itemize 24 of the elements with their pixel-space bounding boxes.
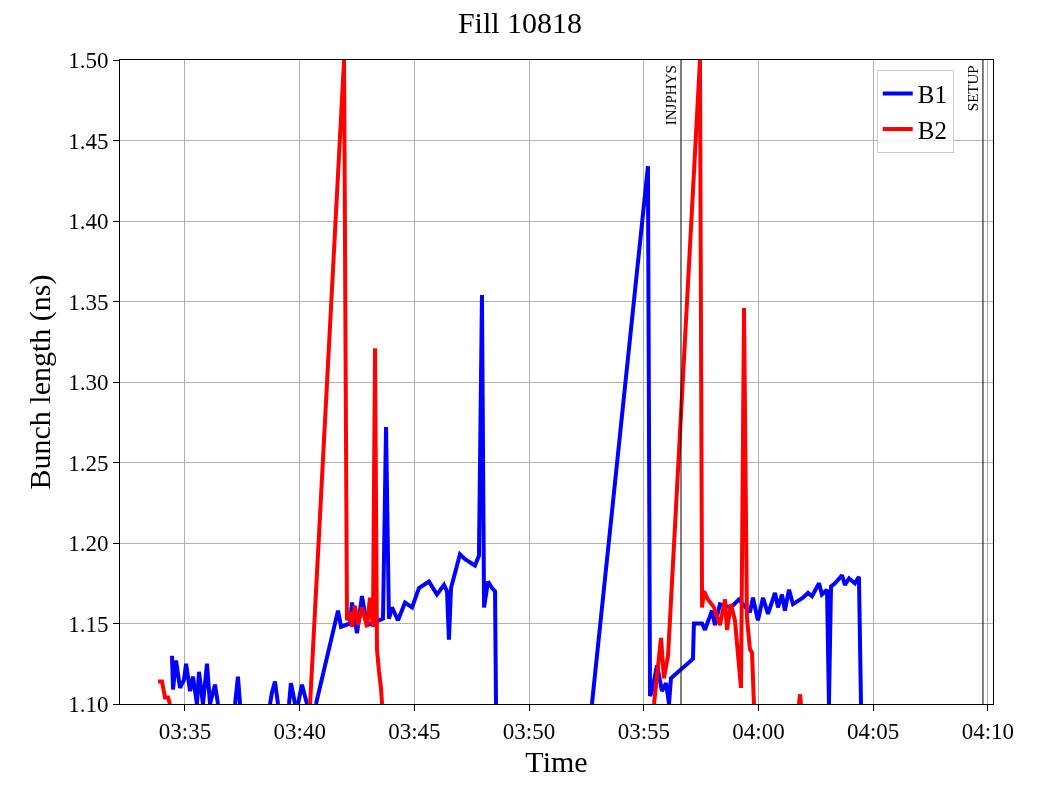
x-tick-label: 04:00 <box>732 718 785 744</box>
y-tick-label: 1.20 <box>68 531 109 557</box>
y-tick-label: 1.35 <box>68 289 109 315</box>
x-tick-label: 03:35 <box>158 718 212 744</box>
x-tick-label: 03:40 <box>273 718 326 744</box>
x-tick-label: 03:50 <box>502 718 556 744</box>
legend-label: B1 <box>917 81 947 109</box>
legend-label: B2 <box>917 116 947 144</box>
y-tick-label: 1.25 <box>68 450 109 476</box>
x-axis-title: Time <box>525 745 588 779</box>
y-axis-title: Bunch length (ns) <box>23 274 58 490</box>
y-tick-label: 1.50 <box>68 48 109 74</box>
x-tick-label: 03:45 <box>388 718 441 744</box>
y-tick-label: 1.40 <box>68 209 109 235</box>
x-tick-label: 04:10 <box>961 718 1015 744</box>
y-tick-label: 1.45 <box>68 128 109 154</box>
x-tick-label: 03:55 <box>617 718 671 744</box>
ref-line-label: SETUP <box>964 65 981 112</box>
chart-title: Fill 10818 <box>457 6 583 39</box>
y-tick-label: 1.10 <box>68 692 109 718</box>
y-tick-label: 1.15 <box>68 611 109 637</box>
ref-line-label: INJPHYS <box>662 65 679 126</box>
x-tick-label: 04:05 <box>846 718 900 744</box>
y-tick-label: 1.30 <box>68 370 109 396</box>
